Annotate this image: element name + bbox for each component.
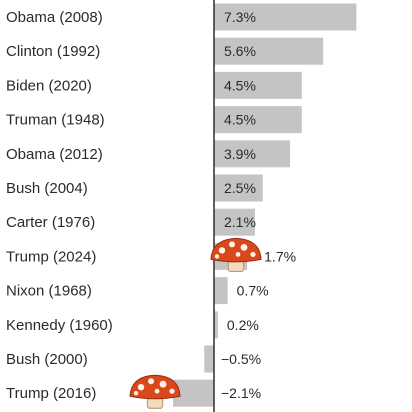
value-label: 4.5% bbox=[224, 112, 256, 128]
category-label: Kennedy (1960) bbox=[6, 317, 113, 334]
category-label: Clinton (1992) bbox=[6, 43, 100, 60]
category-label: Obama (2012) bbox=[6, 146, 103, 163]
bar bbox=[214, 140, 291, 168]
bar bbox=[214, 311, 218, 339]
bar bbox=[214, 277, 228, 305]
mushroom-icon bbox=[129, 374, 181, 409]
value-label: 2.5% bbox=[224, 180, 256, 196]
value-label: 2.1% bbox=[224, 214, 256, 230]
mushroom-icon bbox=[210, 237, 262, 272]
icons-layer bbox=[129, 237, 262, 409]
value-label: 3.9% bbox=[224, 146, 256, 162]
value-label: 1.7% bbox=[264, 248, 296, 264]
bar bbox=[214, 3, 357, 31]
category-label: Bush (2000) bbox=[6, 351, 88, 368]
bar bbox=[214, 174, 263, 202]
category-label: Trump (2016) bbox=[6, 385, 96, 402]
value-label: −0.5% bbox=[221, 351, 261, 367]
bar bbox=[214, 37, 324, 65]
value-label: −2.1% bbox=[221, 385, 261, 401]
value-label: 0.2% bbox=[227, 317, 259, 333]
bars-layer bbox=[173, 3, 357, 407]
value-label: 5.6% bbox=[224, 43, 256, 59]
value-label: 7.3% bbox=[224, 9, 256, 25]
bar bbox=[214, 71, 302, 99]
bar bbox=[204, 345, 214, 373]
category-label: Truman (1948) bbox=[6, 112, 105, 129]
category-label: Nixon (1968) bbox=[6, 283, 92, 300]
labels-layer: Obama (2008) 7.3% Clinton (1992) 5.6% Biden … bbox=[6, 9, 296, 402]
bar bbox=[214, 106, 302, 134]
category-label: Biden (2020) bbox=[6, 77, 92, 94]
category-label: Carter (1976) bbox=[6, 214, 95, 231]
value-label: 0.7% bbox=[237, 283, 269, 299]
category-label: Trump (2024) bbox=[6, 248, 96, 265]
category-label: Obama (2008) bbox=[6, 9, 103, 26]
bar bbox=[214, 208, 255, 236]
category-label: Bush (2004) bbox=[6, 180, 88, 197]
value-label: 4.5% bbox=[224, 77, 256, 93]
